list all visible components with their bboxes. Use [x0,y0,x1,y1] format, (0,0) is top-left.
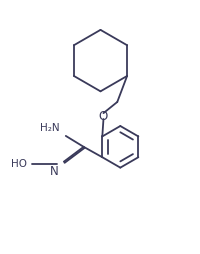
Text: O: O [98,109,108,123]
Text: H₂N: H₂N [40,123,60,133]
Text: HO: HO [11,159,27,169]
Text: N: N [50,165,59,178]
